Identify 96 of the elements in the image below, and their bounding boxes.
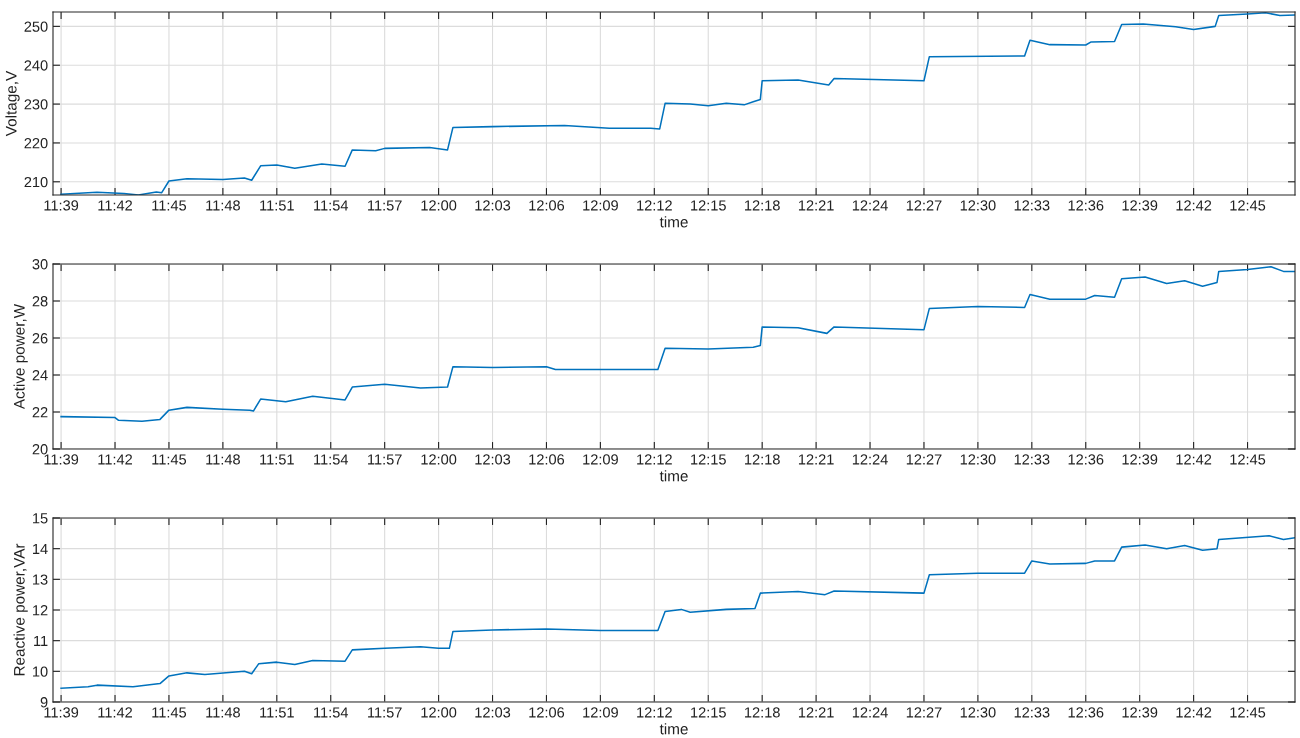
line-series xyxy=(60,535,1295,689)
x-tick-label: 12:00 xyxy=(421,200,457,211)
x-axis-title: time xyxy=(659,470,688,482)
x-tick-label: 12:42 xyxy=(1176,707,1212,718)
x-tick-label: 11:57 xyxy=(368,200,402,211)
x-tick-label: 12:18 xyxy=(745,707,780,718)
y-tick-label: 15 xyxy=(33,513,48,524)
line-series xyxy=(60,12,1295,195)
x-tick-label: 11:45 xyxy=(152,454,187,465)
x-tick-label: 12:06 xyxy=(529,454,565,465)
x-tick-label: 11:57 xyxy=(368,454,402,465)
line-series xyxy=(60,266,1295,423)
x-tick-label: 12:06 xyxy=(529,200,565,211)
x-tick-label: 12:30 xyxy=(960,707,996,718)
x-axis-title: time xyxy=(659,723,688,735)
x-tick-label: 11:42 xyxy=(98,707,132,718)
x-tick-label: 12:39 xyxy=(1122,707,1158,718)
x-tick-label: 12:15 xyxy=(691,454,726,465)
x-tick-label: 12:45 xyxy=(1230,707,1266,718)
x-tick-label: 12:24 xyxy=(852,707,888,718)
y-tick-label: 24 xyxy=(32,370,48,381)
x-tick-label: 12:39 xyxy=(1122,200,1158,211)
y-tick-label: 230 xyxy=(24,99,48,110)
y-tick-label: 240 xyxy=(24,60,48,71)
x-tick-label: 12:21 xyxy=(798,454,834,465)
x-tick-label: 11:39 xyxy=(44,707,79,718)
y-tick-label: 11 xyxy=(34,635,48,646)
x-tick-label: 11:51 xyxy=(260,454,294,465)
x-tick-label: 12:27 xyxy=(906,454,942,465)
x-tick-label: 12:03 xyxy=(475,707,511,718)
x-tick-label: 11:48 xyxy=(206,200,240,211)
x-tick-label: 12:03 xyxy=(475,454,511,465)
x-tick-label: 12:21 xyxy=(798,200,834,211)
y-tick-label: 220 xyxy=(24,138,48,149)
x-tick-label: 12:00 xyxy=(421,707,457,718)
x-tick-label: 12:24 xyxy=(852,454,888,465)
x-tick-label: 12:45 xyxy=(1230,454,1266,465)
y-tick-label: 13 xyxy=(33,574,48,585)
x-axis-title: time xyxy=(659,216,688,228)
x-tick-label: 11:51 xyxy=(260,200,294,211)
x-tick-label: 12:36 xyxy=(1068,707,1104,718)
y-tick-label: 10 xyxy=(33,666,48,677)
y-tick-label: 20 xyxy=(32,444,48,455)
x-tick-label: 11:45 xyxy=(152,707,187,718)
x-tick-label: 12:06 xyxy=(529,707,565,718)
x-tick-label: 12:42 xyxy=(1176,454,1212,465)
x-tick-label: 12:33 xyxy=(1014,200,1050,211)
x-tick-label: 12:21 xyxy=(798,707,834,718)
x-tick-label: 12:36 xyxy=(1068,454,1104,465)
x-tick-label: 11:42 xyxy=(98,200,132,211)
x-tick-label: 11:42 xyxy=(98,454,132,465)
x-tick-label: 12:12 xyxy=(637,454,672,465)
y-tick-label: 28 xyxy=(32,296,48,307)
x-tick-label: 11:45 xyxy=(152,200,187,211)
x-tick-label: 12:18 xyxy=(745,200,780,211)
x-tick-label: 12:45 xyxy=(1230,200,1266,211)
x-tick-label: 11:48 xyxy=(206,707,240,718)
x-tick-label: 12:09 xyxy=(583,200,618,211)
y-tick-label: 210 xyxy=(24,176,48,188)
x-tick-label: 12:15 xyxy=(691,707,726,718)
x-tick-label: 11:39 xyxy=(44,454,79,465)
x-tick-label: 12:09 xyxy=(583,707,618,718)
x-tick-label: 12:18 xyxy=(745,454,780,465)
y-tick-label: 250 xyxy=(24,21,48,32)
x-tick-label: 12:27 xyxy=(906,707,942,718)
y-tick-label: 26 xyxy=(32,333,48,344)
x-tick-label: 11:54 xyxy=(314,200,349,211)
x-tick-label: 12:39 xyxy=(1122,454,1158,465)
y-tick-label: 30 xyxy=(32,259,48,270)
x-tick-label: 12:09 xyxy=(583,454,618,465)
x-tick-label: 12:12 xyxy=(637,707,672,718)
y-axis-title: Active power,W xyxy=(13,303,28,410)
x-tick-label: 12:36 xyxy=(1068,200,1104,211)
x-tick-label: 11:54 xyxy=(314,454,349,465)
y-tick-label: 22 xyxy=(32,407,48,418)
x-tick-label: 12:15 xyxy=(691,200,726,211)
x-tick-label: 12:33 xyxy=(1014,707,1050,718)
x-tick-label: 12:24 xyxy=(852,200,888,211)
y-tick-label: 12 xyxy=(33,605,48,616)
y-tick-label: 14 xyxy=(33,543,48,554)
x-tick-label: 11:39 xyxy=(44,200,79,211)
x-tick-label: 12:00 xyxy=(421,454,457,465)
x-tick-label: 12:30 xyxy=(960,454,996,465)
x-tick-label: 12:27 xyxy=(906,200,942,211)
x-tick-label: 11:54 xyxy=(314,707,349,718)
x-tick-label: 12:33 xyxy=(1014,454,1050,465)
x-tick-label: 11:51 xyxy=(260,707,294,718)
x-tick-label: 12:03 xyxy=(475,200,511,211)
x-tick-label: 12:12 xyxy=(637,200,672,211)
x-tick-label: 12:42 xyxy=(1176,200,1212,211)
x-tick-label: 11:48 xyxy=(206,454,240,465)
y-axis-title: Reactive power,VAr xyxy=(13,543,28,676)
x-tick-label: 12:30 xyxy=(960,200,996,211)
y-axis-title: Voltage,V xyxy=(5,70,20,137)
y-tick-label: 9 xyxy=(40,697,48,708)
x-tick-label: 11:57 xyxy=(368,707,402,718)
